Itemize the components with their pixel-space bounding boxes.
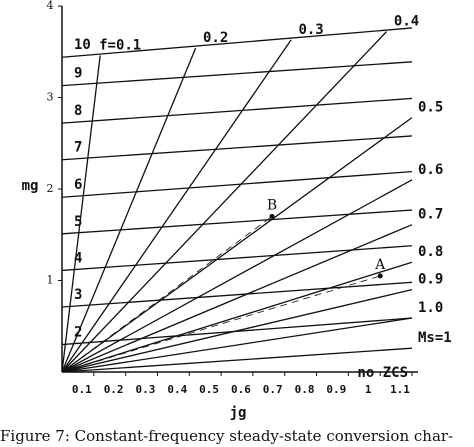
curve-label: 7 [74,140,82,156]
curve-label: 10 [74,37,91,53]
x-tick-label: 1.1 [390,383,410,396]
x-tick-label: 0.5 [199,383,219,396]
curve [61,179,413,373]
curve [61,317,413,373]
curve [61,281,413,308]
curve-label: 0.3 [298,22,323,38]
curve [61,117,413,373]
curve-label: 0.8 [418,244,443,260]
x-tick-label: 0.1 [72,383,92,396]
curve [61,97,413,124]
x-axis-label: jg [230,405,247,421]
curve [61,135,413,161]
y-tick-label: 2 [47,182,54,195]
curve [61,245,413,272]
x-tick-label: 0.9 [326,383,346,396]
curve [61,47,197,373]
curve [61,289,413,373]
curve [61,31,388,373]
curve-label: 1.0 [418,300,443,316]
curve-label: Ms=1 [418,330,452,346]
curve-label: 9 [74,66,82,82]
dashed-ray [61,216,273,373]
point-label: A [374,257,386,273]
curve-label: 4 [74,250,82,266]
x-tick-label: 0.4 [167,383,187,396]
curve-label: 6 [74,177,82,193]
curve-label: 0.5 [418,100,443,116]
annotation: no ZCS [357,365,408,381]
x-tick-label: 1 [365,383,372,396]
curve [61,39,292,373]
curve-label: f=0.1 [99,37,141,53]
curve-label: 0.7 [418,207,443,223]
curve [61,55,101,373]
curve-label: 8 [74,103,82,119]
y-tick-label: 3 [47,91,54,104]
y-tick-label: 4 [47,0,54,12]
curve-label: 3 [74,287,82,303]
curve-label: 0.9 [418,272,443,288]
operating-point [269,213,275,219]
curve-label: 0.6 [418,162,443,178]
curve [61,209,413,235]
y-tick-label: 1 [47,274,54,287]
x-tick-label: 0.3 [136,383,156,396]
x-tick-label: 0.7 [263,383,283,396]
curve [61,27,413,58]
curve-label: 5 [74,214,82,230]
x-tick-label: 0.2 [104,383,124,396]
x-tick-label: 0.6 [231,383,251,396]
y-axis-label: mg [22,178,39,194]
curve [61,261,413,373]
curve [61,347,413,373]
x-tick-label: 0.8 [295,383,315,396]
dashed-ray [61,275,381,373]
curve [61,61,413,87]
curve-label: 0.4 [394,14,419,30]
curve [61,170,413,198]
curve [61,224,413,373]
caption: Figure 7: Constant-frequency steady-stat… [0,427,453,445]
operating-point [377,273,383,279]
point-label: B [267,197,277,213]
curve-label: 0.2 [203,30,228,46]
